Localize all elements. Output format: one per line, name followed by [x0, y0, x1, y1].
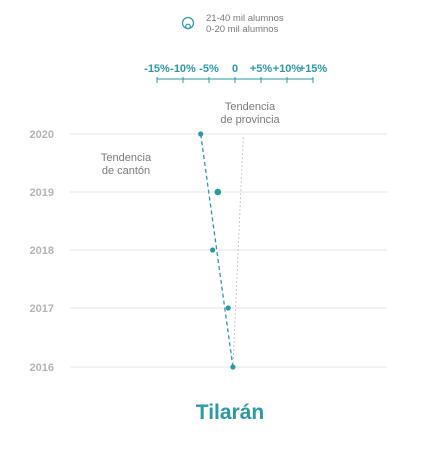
x-tick-label: -10%	[170, 63, 196, 75]
x-tick-label: 0	[232, 63, 238, 75]
y-tick-label: 2018	[30, 245, 54, 257]
chart-title: Tilarán	[196, 401, 264, 424]
y-axis: 2020 2019 2018 2017 2016	[30, 129, 54, 374]
trend-canton-line	[200, 133, 234, 368]
trend-provincia-label: de provincia	[220, 114, 280, 126]
x-tick-label: -5%	[199, 63, 219, 75]
trend-provincia-line	[232, 135, 244, 368]
y-tick-label: 2020	[30, 129, 54, 141]
x-tick-label: +10%	[273, 63, 302, 75]
data-point	[230, 364, 236, 370]
y-tick-label: 2019	[30, 187, 54, 199]
trend-provincia-label: Tendencia	[225, 101, 276, 113]
data-points	[198, 131, 236, 370]
x-axis: -15% -10% -5% 0 +5% +10%+15%	[144, 63, 327, 83]
data-point	[198, 131, 204, 137]
legend-small-circle-icon	[185, 23, 191, 30]
x-tick-label: +5%	[250, 63, 273, 75]
legend-entry-small: 0-20 mil alumnos	[206, 24, 279, 35]
data-point	[210, 247, 216, 253]
x-tick-label: +15%	[299, 63, 328, 75]
trend-canton-label: de cantón	[102, 165, 150, 177]
trend-lines	[200, 133, 244, 368]
legend: 21-40 mil alumnos 0-20 mil alumnos	[181, 13, 284, 35]
trend-canton-label: Tendencia	[101, 152, 152, 164]
data-point	[225, 305, 231, 311]
data-point	[214, 188, 222, 196]
x-tick-label: -15%	[144, 63, 170, 75]
legend-entry-large: 21-40 mil alumnos	[206, 13, 284, 24]
legend-large-circle-icon	[181, 16, 195, 30]
y-tick-label: 2017	[30, 303, 54, 315]
y-tick-label: 2016	[30, 362, 54, 374]
